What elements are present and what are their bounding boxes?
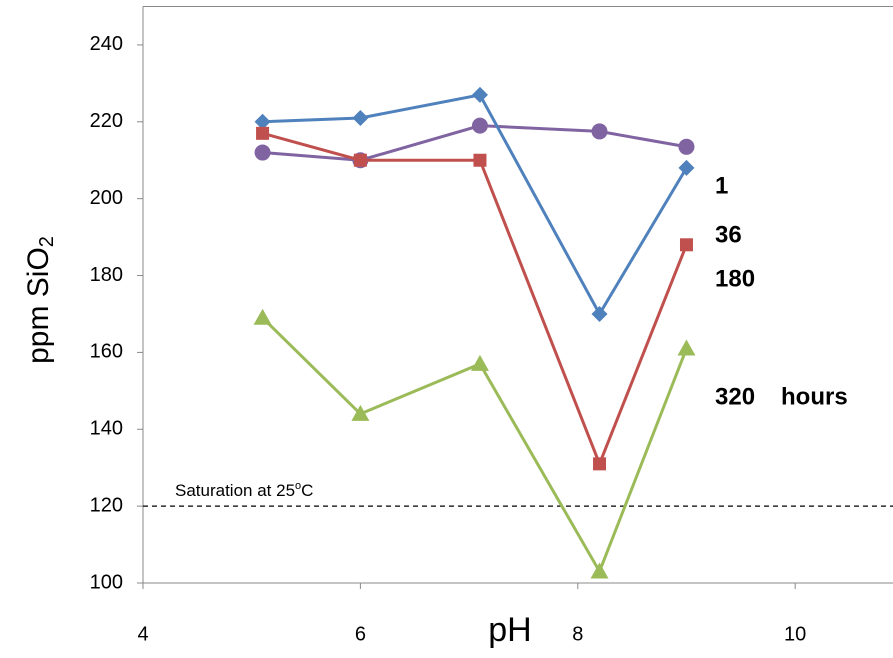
- marker: [590, 562, 609, 579]
- marker: [471, 86, 488, 103]
- marker: [593, 457, 607, 471]
- y-tick-label: 140: [90, 418, 123, 440]
- x-tick-label: 4: [137, 623, 148, 645]
- series-label: 36: [715, 221, 742, 248]
- y-axis-label-main: ppm SiO: [22, 247, 55, 364]
- series-label: 180: [715, 265, 755, 292]
- series-label: 320: [715, 383, 755, 410]
- marker: [352, 109, 369, 126]
- marker: [591, 123, 608, 140]
- y-tick-label: 220: [90, 110, 123, 132]
- saturation-text: Saturation at 25: [175, 482, 295, 501]
- y-axis-label: ppm SiO2: [22, 236, 58, 364]
- marker: [679, 238, 693, 252]
- marker: [353, 153, 367, 167]
- saturation-end: C: [301, 482, 313, 501]
- saturation-sup: o: [295, 480, 301, 492]
- series-line: [262, 131, 688, 468]
- marker: [473, 153, 487, 167]
- marker: [351, 404, 370, 421]
- marker: [678, 138, 695, 155]
- y-tick-label: 200: [90, 187, 123, 209]
- x-tick-label: 10: [784, 623, 806, 645]
- series-line: [261, 316, 688, 575]
- series-unit: hours: [781, 383, 848, 410]
- series-label: 1: [715, 172, 728, 199]
- marker: [678, 159, 695, 176]
- y-axis-label-sub: 2: [36, 236, 58, 247]
- x-tick-label: 8: [572, 623, 583, 645]
- x-axis-label: pH: [488, 611, 531, 649]
- marker: [254, 113, 271, 130]
- marker: [253, 308, 272, 325]
- marker: [256, 126, 270, 140]
- marker: [677, 339, 696, 356]
- marker: [471, 117, 488, 134]
- y-tick-label: 100: [90, 571, 123, 593]
- x-tick-label: 6: [355, 623, 366, 645]
- marker: [254, 144, 271, 161]
- y-tick-label: 240: [90, 33, 123, 55]
- y-tick-label: 180: [90, 264, 123, 286]
- saturation-label: Saturation at 25oC: [175, 480, 313, 501]
- y-tick-label: 160: [90, 341, 123, 363]
- marker: [470, 354, 489, 371]
- y-tick-label: 120: [90, 494, 123, 516]
- marker: [591, 305, 608, 322]
